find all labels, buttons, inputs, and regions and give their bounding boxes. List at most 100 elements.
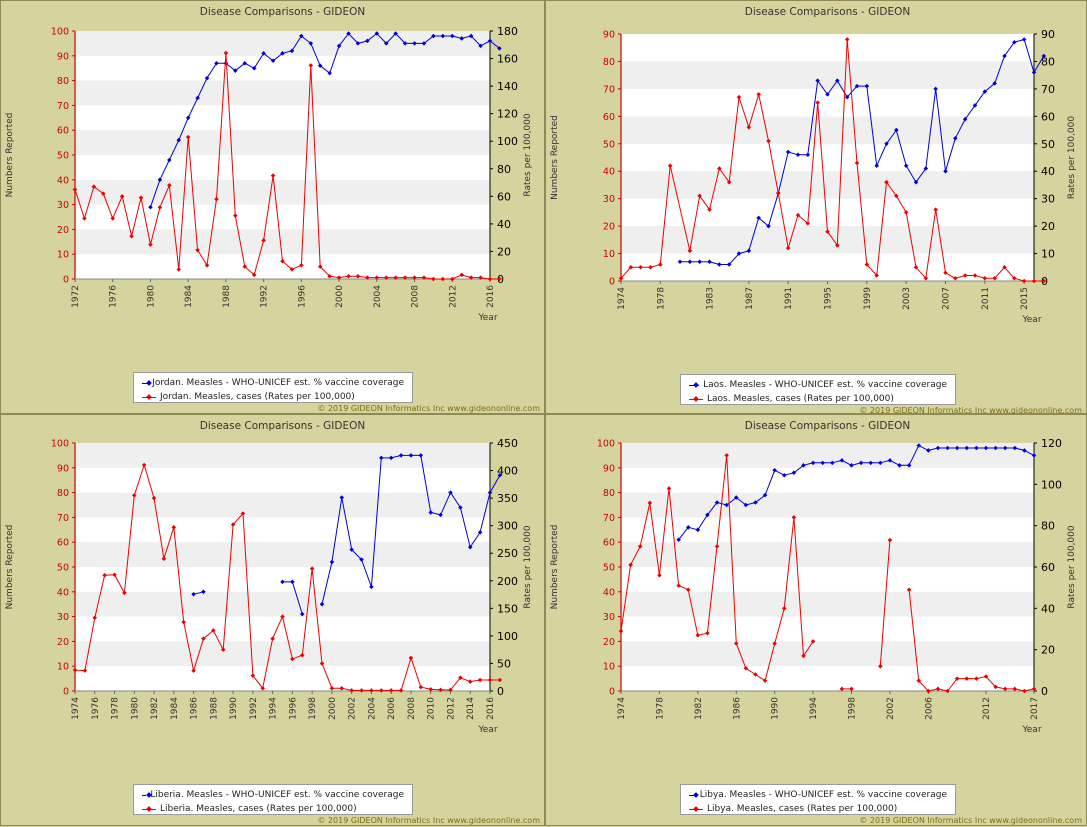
legend-item-cases[interactable]: Liberia. Measles, cases (Rates per 100,0…	[142, 802, 404, 816]
data-point-coverage	[972, 103, 978, 108]
legend-label: Libya. Measles - WHO-UNICEF est. % vacci…	[699, 790, 947, 800]
chart-jordan: Disease Comparisons - GIDEON 0 10 20 30 40 50 6…	[5, 6, 533, 323]
x-axis-title: Year	[1021, 315, 1041, 325]
data-point-cases	[497, 276, 502, 282]
x-tick-label: 1998	[848, 697, 858, 720]
y2-tick-label: 250	[497, 547, 518, 560]
x-tick-label: 2011	[981, 287, 991, 310]
data-point-coverage	[858, 460, 864, 466]
data-point-coverage	[1012, 445, 1018, 451]
legend-item-coverage[interactable]: Liberia. Measles - WHO-UNICEF est. % vac…	[142, 788, 404, 802]
data-point-cases	[336, 275, 342, 280]
x-tick-label: 1992	[249, 697, 259, 720]
chart-panel-liberia: Disease Comparisons - GIDEON 0 10 20 30 40 50 6…	[0, 414, 545, 826]
data-point-cases	[766, 138, 771, 144]
data-point-cases	[431, 276, 436, 282]
x-tick-label: 2004	[373, 285, 383, 308]
data-point-cases	[916, 678, 922, 683]
legend-marker-coverage	[142, 376, 149, 390]
x-tick-label: 1978	[655, 697, 665, 720]
legend: Libya. Measles - WHO-UNICEF est. % vacci…	[680, 784, 956, 815]
data-point-coverage	[349, 547, 354, 552]
data-point-coverage	[935, 445, 941, 451]
series-line-cases	[74, 52, 500, 280]
data-point-cases	[478, 275, 483, 280]
y2-tick-label: 0	[497, 685, 504, 698]
data-point-cases	[695, 632, 701, 638]
grid-band	[621, 61, 1034, 89]
legend-marker-cases	[142, 390, 156, 404]
x-tick-label: 1988	[222, 285, 232, 308]
data-point-cases	[913, 265, 919, 270]
x-tick-label: 2008	[407, 697, 417, 720]
data-point-cases	[1002, 686, 1008, 692]
legend-item-cases[interactable]: Laos. Measles, cases (Rates per 100,000)	[689, 392, 947, 406]
data-point-coverage	[458, 505, 463, 510]
x-tick-label: 2016	[486, 697, 496, 720]
data-point-cases	[887, 537, 893, 543]
chart-title: Disease Comparisons - GIDEON	[745, 420, 911, 432]
grid-band	[621, 542, 1034, 567]
data-point-cases	[874, 273, 879, 278]
data-point-cases	[132, 493, 137, 498]
legend-item-coverage[interactable]: Libya. Measles - WHO-UNICEF est. % vacci…	[689, 788, 947, 802]
grid-band	[621, 116, 1034, 144]
data-point-coverage	[1031, 453, 1037, 458]
data-point-cases	[736, 94, 742, 100]
y2-tick-label: 20	[497, 245, 511, 258]
data-point-cases	[982, 275, 988, 281]
data-point-cases	[618, 275, 624, 281]
data-point-cases	[418, 684, 424, 690]
y-tick-label: 50	[603, 139, 615, 150]
y-tick-label: 80	[57, 488, 69, 499]
y-tick-label: 90	[57, 51, 69, 62]
y2-tick-label: 90	[1041, 28, 1055, 41]
legend-item-coverage[interactable]: Jordan. Measles - WHO-UNICEF est. % vacc…	[142, 376, 404, 390]
legend-item-cases[interactable]: Jordan. Measles, cases (Rates per 100,00…	[142, 390, 404, 404]
legend-marker-cases	[142, 802, 156, 816]
y-tick-label: 20	[603, 637, 615, 648]
grid-band	[75, 130, 490, 155]
data-point-cases	[974, 676, 979, 681]
y-tick-label: 80	[603, 57, 615, 68]
x-tick-label: 1974	[71, 697, 81, 720]
legend-item-coverage[interactable]: Laos. Measles - WHO-UNICEF est. % vaccin…	[689, 378, 947, 392]
data-point-coverage	[195, 95, 200, 101]
data-point-cases	[628, 265, 634, 270]
y2-tick-label: 350	[497, 492, 518, 505]
x-tick-label: 1974	[617, 697, 627, 720]
data-point-coverage	[677, 259, 683, 265]
data-point-cases	[308, 63, 314, 68]
x-tick-label: 1980	[130, 697, 140, 720]
data-point-coverage	[906, 463, 912, 468]
legend-item-cases[interactable]: Libya. Measles, cases (Rates per 100,000…	[689, 802, 947, 816]
data-point-coverage	[762, 492, 768, 498]
x-tick-label: 1976	[91, 697, 101, 720]
x-tick-label: 1999	[863, 287, 873, 310]
y2-tick-label: 450	[497, 437, 518, 450]
chart-libya: Disease Comparisons - GIDEON 0 10 20 30 40 50 6…	[550, 420, 1077, 735]
x-tick-label: 2006	[924, 697, 934, 720]
x-tick-label: 2008	[411, 285, 421, 308]
data-point-cases	[450, 276, 455, 282]
x-tick-label: 1992	[260, 285, 270, 308]
data-point-coverage	[379, 455, 384, 461]
data-point-cases	[1031, 686, 1037, 692]
data-point-coverage	[714, 500, 720, 505]
y-tick-label: 80	[57, 76, 69, 87]
x-tick-label: 1972	[71, 285, 81, 308]
y-tick-label: 0	[609, 687, 615, 698]
data-point-cases	[1002, 265, 1007, 270]
data-point-coverage	[412, 41, 417, 46]
legend-marker-cases	[689, 392, 703, 406]
y2-axis-title: Rates per 100,000	[523, 113, 533, 196]
y-tick-label: 60	[603, 112, 615, 123]
y-tick-label: 40	[603, 587, 615, 598]
data-point-cases	[355, 273, 361, 279]
grid-band	[75, 443, 490, 468]
grid-band	[621, 591, 1034, 617]
grid-band	[621, 443, 1034, 468]
legend-marker-coverage	[689, 788, 696, 802]
data-point-cases	[101, 191, 106, 196]
y2-tick-label: 30	[1041, 193, 1055, 206]
